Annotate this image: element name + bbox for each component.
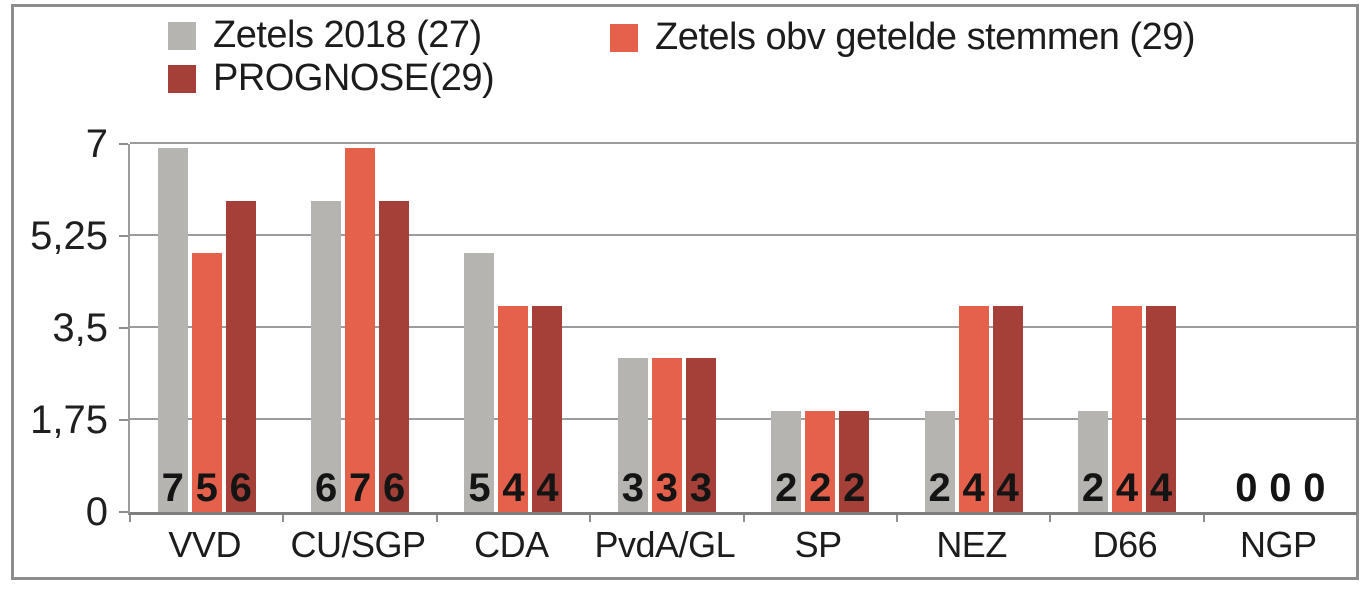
bar-value-label: 0 <box>1269 466 1292 510</box>
bar-value-label: 7 <box>161 466 184 510</box>
bar-value-label: 0 <box>1235 466 1258 510</box>
legend-label: PROGNOSE(29) <box>213 57 495 99</box>
bar-prognose-29--pvda-gl: 3 <box>685 358 716 512</box>
legend-item-getelde-stemmen: Zetels obv getelde stemmen (29) <box>610 16 1196 59</box>
bar-value-label: 4 <box>996 466 1019 510</box>
x-category-label-vvd: VVD <box>168 524 241 565</box>
bar-value-label: 6 <box>229 466 252 510</box>
bar-value-label: 2 <box>809 466 832 510</box>
bar-value-label: 2 <box>775 466 798 510</box>
legend-swatch-orange <box>610 23 638 52</box>
legend-swatch-gray <box>168 21 196 50</box>
bar-zetels-obv-getelde-stemmen-29--cu-sgp: 7 <box>345 148 376 512</box>
y-tick-label: 5,25 <box>30 214 108 258</box>
x-tickmark <box>589 515 592 522</box>
bar-prognose-29--vvd: 6 <box>225 200 256 512</box>
y-axis: 7 5,25 3,5 1,75 0 <box>8 122 108 534</box>
bar-value-label: 3 <box>621 466 644 510</box>
bar-zetels-obv-getelde-stemmen-29--nez: 4 <box>958 305 989 512</box>
bar-value-label: 7 <box>348 466 372 510</box>
bar-zetels-obv-getelde-stemmen-29--cda: 4 <box>498 305 529 512</box>
bar-value-label: 4 <box>502 466 525 510</box>
bar-zetels-obv-getelde-stemmen-29--sp: 2 <box>805 410 836 512</box>
x-tickmark <box>1202 515 1205 522</box>
y-tick-label: 1,75 <box>30 398 108 442</box>
x-tickmark <box>895 515 898 522</box>
x-category-label-sp: SP <box>794 524 843 565</box>
bar-zetels-2018-27--d66: 2 <box>1077 410 1108 512</box>
bar-prognose-29--d66: 4 <box>1145 305 1176 512</box>
x-tickmark <box>282 515 285 522</box>
legend-item-prognose: PROGNOSE(29) <box>168 57 495 100</box>
x-category-label-d66: D66 <box>1092 524 1158 565</box>
y-tickmark <box>119 235 128 237</box>
bar-value-label: 4 <box>1115 466 1139 510</box>
x-tickmark <box>435 515 438 522</box>
bar-value-label: 2 <box>843 466 866 510</box>
bar-value-label: 3 <box>689 466 712 510</box>
bar-value-label: 2 <box>928 466 951 510</box>
bar-zetels-obv-getelde-stemmen-29--vvd: 5 <box>191 253 222 512</box>
x-tickmark <box>1356 515 1358 522</box>
bar-prognose-29--cu-sgp: 6 <box>379 200 410 512</box>
gridline-7 <box>130 142 1357 144</box>
bar-zetels-2018-27--cda: 5 <box>464 253 495 512</box>
bar-zetels-2018-27--sp: 2 <box>771 410 802 512</box>
y-tickmark <box>119 327 128 329</box>
bar-value-label: 3 <box>655 466 678 510</box>
bar-zetels-2018-27--pvda-gl: 3 <box>617 358 648 512</box>
bar-zetels-2018-27--nez: 2 <box>924 410 955 512</box>
gridline-1-75 <box>130 418 1357 420</box>
bar-zetels-obv-getelde-stemmen-29--d66: 4 <box>1111 305 1142 512</box>
x-category-label-cu-sgp: CU/SGP <box>290 524 427 565</box>
x-category-label-cda: CDA <box>474 524 549 565</box>
bar-value-label: 5 <box>468 466 491 510</box>
x-category-label-ngp: NGP <box>1240 524 1317 565</box>
legend-swatch-darkred <box>168 64 196 93</box>
y-tick-label: 7 <box>85 122 108 166</box>
bar-zetels-2018-27--vvd: 7 <box>157 148 188 512</box>
gridline-3-5 <box>130 326 1357 328</box>
gridline-5-25 <box>130 234 1357 236</box>
y-tickmark <box>119 511 128 513</box>
legend-label: Zetels 2018 (27) <box>213 14 482 56</box>
bar-zetels-obv-getelde-stemmen-29--pvda-gl: 3 <box>651 358 682 512</box>
y-tickmark <box>119 143 128 145</box>
y-tick-label: 0 <box>85 490 108 534</box>
bar-zetels-2018-27--cu-sgp: 6 <box>311 200 342 512</box>
bar-value-label: 0 <box>1303 466 1326 510</box>
bar-value-label: 6 <box>382 466 406 510</box>
x-tickmark <box>1049 515 1052 522</box>
bar-prognose-29--cda: 4 <box>532 305 563 512</box>
bar-value-label: 6 <box>314 466 338 510</box>
legend-label: Zetels obv getelde stemmen (29) <box>655 16 1196 58</box>
bar-value-label: 4 <box>1149 466 1173 510</box>
x-category-label-nez: NEZ <box>936 524 1007 565</box>
y-tickmark <box>119 419 128 421</box>
bar-value-label: 2 <box>1081 466 1105 510</box>
bar-value-label: 4 <box>536 466 559 510</box>
x-tickmark <box>742 515 745 522</box>
bar-prognose-29--nez: 4 <box>992 305 1023 512</box>
bar-prognose-29--sp: 2 <box>839 410 870 512</box>
x-category-label-pvda-gl: PvdA/GL <box>594 524 736 565</box>
bar-value-label: 4 <box>962 466 985 510</box>
legend-item-zetels-2018: Zetels 2018 (27) <box>168 14 482 57</box>
x-tickmark <box>129 515 131 522</box>
x-axis-labels: VVD CU/SGP CDA PvdA/GL SP NEZ D66 NGP <box>128 524 1355 566</box>
y-tick-label: 3,5 <box>52 306 108 350</box>
bar-value-label: 5 <box>195 466 218 510</box>
